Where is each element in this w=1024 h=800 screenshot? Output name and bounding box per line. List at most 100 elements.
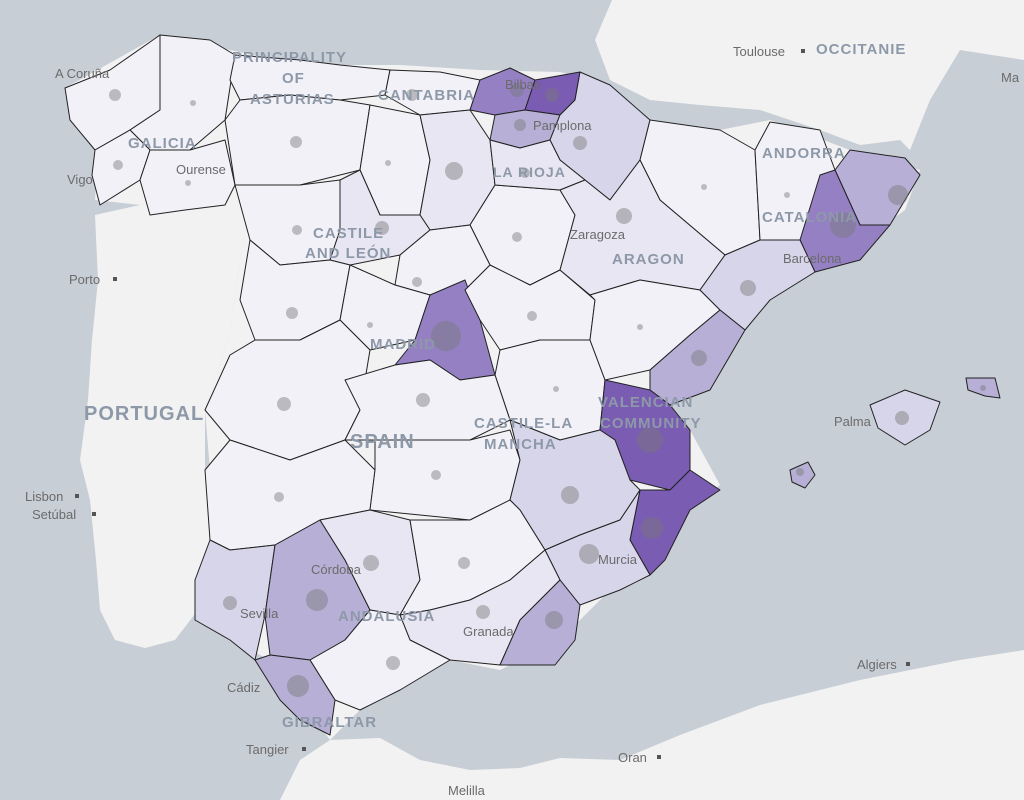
label-galicia: GALICIA [128, 135, 197, 152]
bubble [514, 119, 526, 131]
bubble [375, 221, 389, 235]
city-barcelona: Barcelona [783, 251, 842, 266]
bubble [830, 212, 856, 238]
city-cadiz: Cádiz [227, 680, 260, 695]
label-asturias-3: ASTURIAS [250, 91, 335, 108]
label-asturias-2: OF [282, 70, 305, 87]
bubble [637, 427, 663, 453]
land-france [595, 0, 1024, 150]
label-asturias-1: PRINCIPALITY [232, 49, 347, 66]
label-castile-leon-1: CASTILE [313, 225, 384, 242]
city-lisbon: Lisbon [25, 489, 63, 504]
city-cordoba: Córdoba [311, 562, 362, 577]
city-sevilla: Sevilla [240, 606, 279, 621]
province-toledo[interactable] [344, 359, 511, 441]
city-a-coruna: A Coruña [55, 66, 110, 81]
city-porto-dot [113, 277, 117, 281]
region-labels: PRINCIPALITY OF ASTURIAS CANTABRIA GALIC… [84, 41, 906, 731]
province-castellon[interactable] [649, 309, 746, 406]
bubble [512, 232, 522, 242]
bubble [476, 605, 490, 619]
province-la-rioja[interactable] [489, 139, 586, 191]
label-valencian-2: COMMUNITY [600, 415, 702, 432]
bubble [641, 517, 663, 539]
city-pamplona: Pamplona [533, 118, 592, 133]
province-tarragona[interactable] [699, 239, 816, 331]
bubble [740, 280, 756, 296]
city-tangier-dot [302, 747, 306, 751]
label-castile-mancha-1: CASTILE-LA [474, 415, 573, 432]
city-toulouse: Toulouse [733, 44, 785, 59]
bubble [431, 321, 461, 351]
bubble [190, 100, 196, 106]
bubble [113, 160, 123, 170]
province-menorca[interactable] [965, 377, 1001, 399]
city-oran-dot [657, 755, 661, 759]
province-asturias[interactable] [229, 54, 391, 101]
city-melilla: Melilla [448, 783, 486, 798]
province-mallorca[interactable] [869, 389, 941, 446]
city-ourense: Ourense [176, 162, 226, 177]
bubble [553, 386, 559, 392]
bubble [109, 89, 121, 101]
label-gibraltar: GIBRALTAR [282, 714, 377, 731]
bubble [277, 397, 291, 411]
bubble [888, 185, 908, 205]
label-occitanie: OCCITANIE [816, 41, 906, 58]
bubbles [109, 83, 986, 697]
city-labels: A Coruña Vigo Ourense Porto Lisbon Setúb… [25, 44, 1020, 798]
label-portugal: PORTUGAL [84, 403, 204, 425]
city-porto: Porto [69, 272, 100, 287]
label-madrid: MADRID [370, 336, 436, 353]
label-la-rioja: LA RIOJA [493, 164, 566, 180]
bubble [579, 544, 599, 564]
label-castile-mancha-2: MANCHA [484, 436, 557, 453]
bubble [274, 492, 284, 502]
province-ourense[interactable] [139, 139, 236, 216]
bubble [527, 311, 537, 321]
bubble [412, 277, 422, 287]
label-cantabria: CANTABRIA [378, 87, 475, 104]
city-lisbon-dot [75, 494, 79, 498]
city-zaragoza: Zaragoza [570, 227, 626, 242]
city-marseille-partial: Ma [1001, 70, 1020, 85]
bubble [895, 411, 909, 425]
city-murcia: Murcia [598, 552, 638, 567]
bubble [701, 184, 707, 190]
province-malaga[interactable] [309, 609, 451, 711]
city-setubal: Setúbal [32, 507, 76, 522]
bubble [520, 168, 530, 178]
city-algiers: Algiers [857, 657, 897, 672]
bubble [545, 88, 559, 102]
land-africa [280, 650, 1024, 800]
city-toulouse-dot [801, 49, 805, 53]
provinces [64, 34, 1001, 736]
bubble [545, 611, 563, 629]
bubble [980, 385, 986, 391]
bubble [185, 180, 191, 186]
bubble [363, 555, 379, 571]
bubble [796, 468, 804, 476]
province-almeria[interactable] [499, 579, 581, 666]
bubble [784, 192, 790, 198]
province-cadiz[interactable] [254, 654, 336, 736]
city-tangier: Tangier [246, 742, 289, 757]
city-granada: Granada [463, 624, 514, 639]
label-andalusia: ANDALUSIA [338, 608, 435, 625]
bubble [561, 486, 579, 504]
bubble [406, 89, 418, 101]
bubble [573, 136, 587, 150]
city-palma: Palma [834, 414, 872, 429]
bubble [691, 350, 707, 366]
city-vigo: Vigo [67, 172, 93, 187]
bubble [385, 160, 391, 166]
bubble [306, 589, 328, 611]
province-ibiza[interactable] [789, 461, 816, 489]
bubble [290, 136, 302, 148]
bubble [386, 656, 400, 670]
bubble [445, 162, 463, 180]
label-valencian-1: VALENCIAN [598, 394, 693, 411]
bubble [431, 470, 441, 480]
bubble [510, 83, 524, 97]
